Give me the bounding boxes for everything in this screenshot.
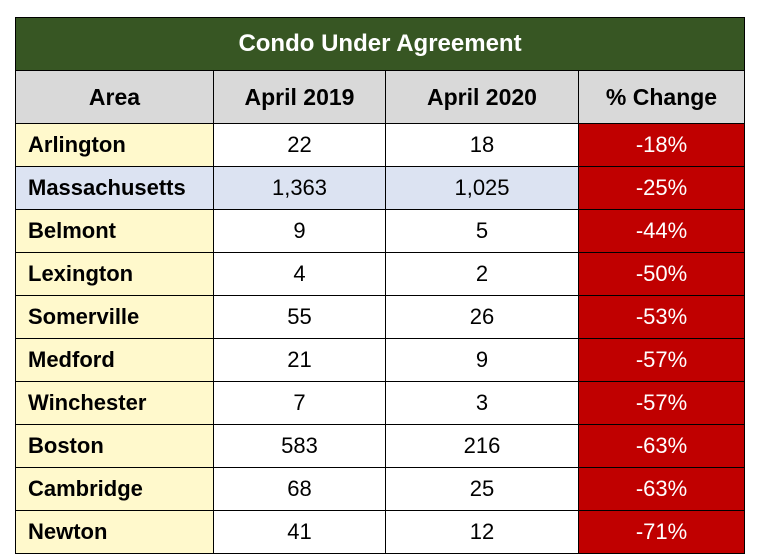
area-cell: Winchester [15,381,214,425]
header-percent-change: % Change [578,70,745,124]
area-cell: Medford [15,338,214,382]
header-april-2020: April 2020 [385,70,579,124]
table-row: Belmont 9 5 -44% [15,209,745,253]
change-cell: -53% [578,295,745,339]
table-row: Winchester 7 3 -57% [15,381,745,425]
april-2019-cell: 68 [213,467,386,511]
april-2019-cell: 55 [213,295,386,339]
april-2020-cell: 2 [385,252,579,296]
april-2020-cell: 216 [385,424,579,468]
change-cell: -44% [578,209,745,253]
april-2020-cell: 9 [385,338,579,382]
area-cell: Boston [15,424,214,468]
change-cell: -63% [578,424,745,468]
table-row: Lexington 4 2 -50% [15,252,745,296]
table-row: Arlington 22 18 -18% [15,123,745,167]
april-2019-cell: 7 [213,381,386,425]
april-2020-cell: 12 [385,510,579,554]
table-row: Medford 21 9 -57% [15,338,745,382]
header-area: Area [15,70,214,124]
april-2020-cell: 1,025 [385,166,579,210]
area-cell: Belmont [15,209,214,253]
april-2019-cell: 21 [213,338,386,382]
table-row: Boston 583 216 -63% [15,424,745,468]
april-2020-cell: 25 [385,467,579,511]
change-cell: -57% [578,338,745,382]
april-2020-cell: 3 [385,381,579,425]
table-row: Massachusetts 1,363 1,025 -25% [15,166,745,210]
april-2020-cell: 18 [385,123,579,167]
change-cell: -63% [578,467,745,511]
area-cell: Cambridge [15,467,214,511]
april-2019-cell: 22 [213,123,386,167]
table-row: Newton 41 12 -71% [15,510,745,554]
area-cell: Arlington [15,123,214,167]
area-cell: Lexington [15,252,214,296]
change-cell: -18% [578,123,745,167]
condo-table: Condo Under Agreement Area April 2019 Ap… [15,17,745,554]
area-cell: Newton [15,510,214,554]
april-2020-cell: 5 [385,209,579,253]
april-2019-cell: 583 [213,424,386,468]
april-2019-cell: 1,363 [213,166,386,210]
area-cell: Massachusetts [15,166,214,210]
change-cell: -57% [578,381,745,425]
table-row: Somerville 55 26 -53% [15,295,745,339]
header-april-2019: April 2019 [213,70,386,124]
april-2020-cell: 26 [385,295,579,339]
title-row: Condo Under Agreement [15,17,745,71]
change-cell: -50% [578,252,745,296]
area-cell: Somerville [15,295,214,339]
table-row: Cambridge 68 25 -63% [15,467,745,511]
change-cell: -71% [578,510,745,554]
change-cell: -25% [578,166,745,210]
table-title: Condo Under Agreement [15,17,745,71]
april-2019-cell: 4 [213,252,386,296]
april-2019-cell: 41 [213,510,386,554]
header-row: Area April 2019 April 2020 % Change [15,70,745,124]
april-2019-cell: 9 [213,209,386,253]
